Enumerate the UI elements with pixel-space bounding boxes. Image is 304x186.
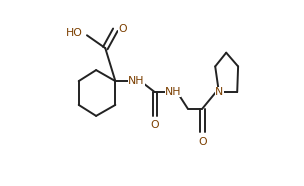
Text: NH: NH — [128, 76, 145, 86]
Text: O: O — [150, 121, 159, 131]
Text: O: O — [118, 24, 127, 34]
Text: NH: NH — [165, 87, 181, 97]
Text: N: N — [215, 87, 223, 97]
Text: HO: HO — [65, 28, 82, 39]
Text: O: O — [198, 137, 207, 147]
